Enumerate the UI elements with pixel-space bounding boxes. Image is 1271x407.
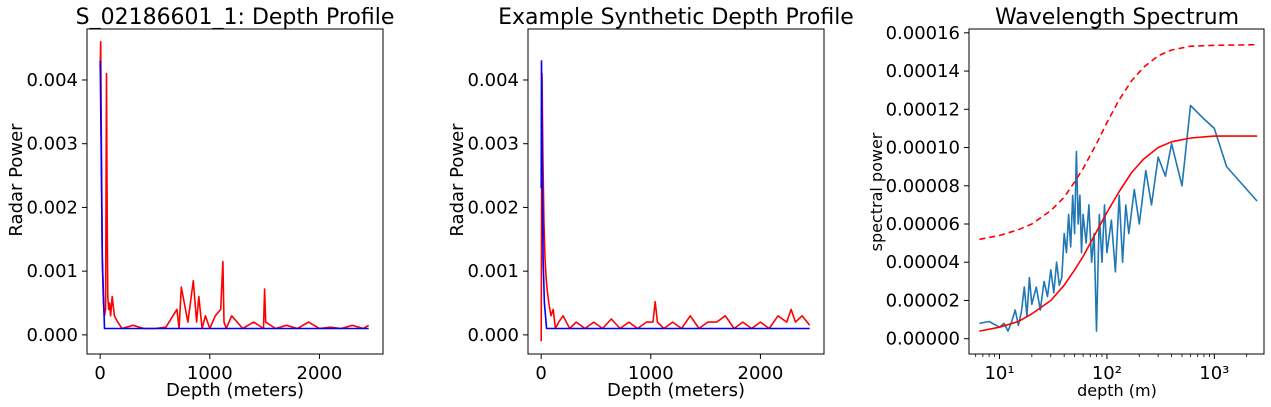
chart-title: Example Synthetic Depth Profile bbox=[498, 5, 854, 30]
y-tick-label: 0.00014 bbox=[886, 61, 960, 82]
y-tick-label: 0.00002 bbox=[886, 290, 960, 311]
x-tick-label: 1000 bbox=[628, 363, 674, 384]
y-tick-label: 0.000 bbox=[467, 325, 519, 346]
x-axis-label: Depth (meters) bbox=[607, 380, 745, 401]
y-tick-label: 0.000 bbox=[26, 325, 78, 346]
y-axis-label: Radar Power bbox=[6, 123, 27, 237]
series-line-1 bbox=[979, 104, 1258, 332]
y-tick-label: 0.00016 bbox=[886, 23, 960, 44]
series-line-1 bbox=[540, 72, 811, 342]
panel-synthetic-depth-profile: Example Synthetic Depth Profile Depth (m… bbox=[447, 5, 854, 401]
x-tick-label: 0 bbox=[535, 363, 546, 384]
axis-ticks: 0 1000 2000 0.000 0.001 0.002 0.003 0.004 bbox=[26, 70, 342, 384]
panel-wavelength-spectrum: Wavelength Spectrum depth (m) spectral p… bbox=[867, 5, 1265, 400]
series-line-2 bbox=[99, 60, 369, 330]
y-axis-label: Radar Power bbox=[447, 123, 468, 237]
series-group bbox=[99, 40, 370, 330]
panel-depth-profile: S_02186601_1: Depth Profile Depth (meter… bbox=[6, 5, 394, 401]
y-tick-label: 0.00006 bbox=[886, 214, 960, 235]
series-group bbox=[979, 43, 1258, 332]
axis-ticks: 0 1000 2000 0.000 0.001 0.002 0.003 0.004 bbox=[467, 70, 783, 384]
y-tick-label: 0.00004 bbox=[886, 252, 960, 273]
x-tick-label: 0 bbox=[94, 363, 105, 384]
series-line-2 bbox=[540, 60, 810, 330]
plot-frame bbox=[968, 28, 1265, 355]
x-tick-label: 2000 bbox=[738, 363, 784, 384]
series-line-2 bbox=[979, 135, 1258, 332]
x-tick-label: 1000 bbox=[187, 363, 233, 384]
x-tick-label: 10³ bbox=[1199, 363, 1229, 384]
plot-frame bbox=[86, 28, 384, 355]
x-tick-label: 2000 bbox=[297, 363, 343, 384]
y-axis-label: spectral power bbox=[867, 132, 886, 251]
y-tick-label: 0.00010 bbox=[886, 138, 960, 159]
axis-ticks: 10¹ 10² 10³ 0.00000 0.00002 0.00004 0.00006 0.0… bbox=[886, 23, 1248, 384]
y-tick-label: 0.004 bbox=[26, 70, 78, 91]
series-group bbox=[540, 60, 811, 342]
x-axis-label: depth (m) bbox=[1077, 381, 1157, 400]
y-tick-label: 0.002 bbox=[26, 197, 78, 218]
y-tick-label: 0.00000 bbox=[886, 329, 960, 350]
y-tick-label: 0.004 bbox=[467, 70, 519, 91]
y-tick-label: 0.003 bbox=[26, 134, 78, 155]
y-tick-label: 0.00008 bbox=[886, 176, 960, 197]
series-line-1 bbox=[99, 40, 370, 330]
y-tick-label: 0.001 bbox=[467, 261, 519, 282]
series-line-3 bbox=[979, 43, 1258, 241]
x-tick-label: 10¹ bbox=[984, 363, 1014, 384]
x-axis-label: Depth (meters) bbox=[166, 380, 304, 401]
y-tick-label: 0.00012 bbox=[886, 99, 960, 120]
chart-title: Wavelength Spectrum bbox=[995, 5, 1239, 30]
plot-frame bbox=[527, 28, 825, 355]
y-tick-label: 0.003 bbox=[467, 134, 519, 155]
x-tick-label: 10² bbox=[1092, 363, 1122, 384]
chart-title: S_02186601_1: Depth Profile bbox=[76, 5, 395, 30]
y-tick-label: 0.001 bbox=[26, 261, 78, 282]
y-tick-label: 0.002 bbox=[467, 197, 519, 218]
